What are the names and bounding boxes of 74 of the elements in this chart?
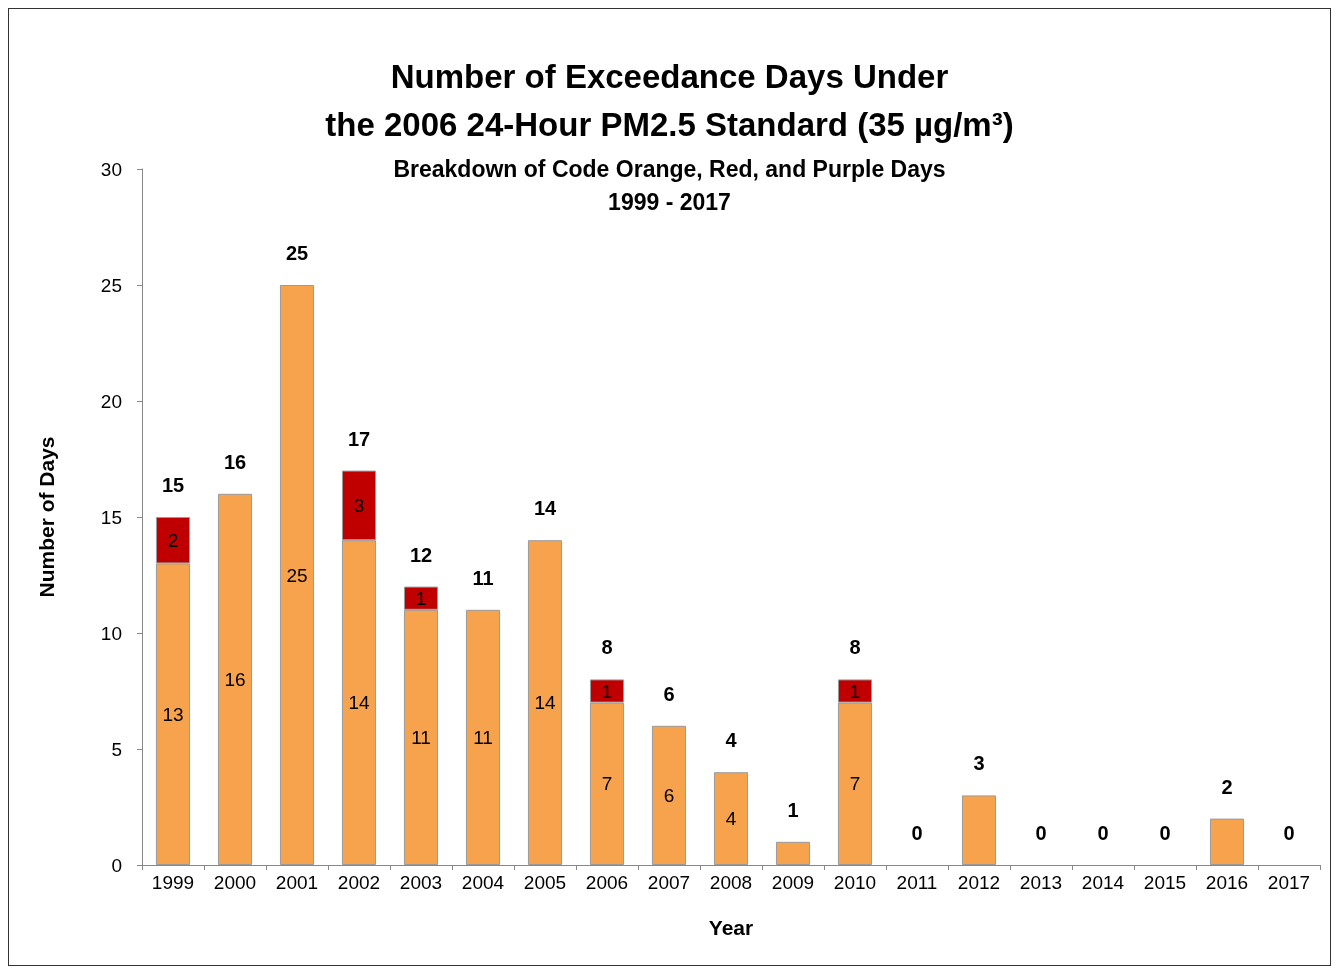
data-label: 1 — [849, 680, 861, 702]
x-tick-label: 2008 — [709, 872, 753, 893]
data-label: 1 — [415, 587, 427, 609]
y-tick-label: 5 — [111, 738, 122, 760]
x-tick-label: 2015 — [1143, 872, 1187, 893]
y-tick-label: 25 — [100, 274, 122, 296]
x-tick-label: 1999 — [151, 872, 195, 893]
total-label: 12 — [409, 543, 433, 566]
y-tick-label: 0 — [111, 854, 122, 876]
chart-subtitle: Breakdown of Code Orange, Red, and Purple Days 1999 - 2017 — [393, 155, 946, 215]
total-label: 0 — [1283, 822, 1295, 844]
total-label: 0 — [1035, 822, 1047, 844]
total-label: 0 — [1097, 822, 1109, 844]
x-tick-label: 2005 — [523, 872, 567, 893]
x-tick-label: 2010 — [833, 872, 877, 893]
data-label: 25 — [286, 564, 308, 586]
data-label: 13 — [162, 703, 184, 725]
data-label: 1 — [601, 680, 613, 702]
bar — [217, 493, 253, 865]
data-label: 2 — [167, 529, 179, 551]
bar — [775, 841, 811, 865]
bar — [961, 795, 997, 865]
data-label: 7 — [601, 773, 613, 795]
total-label: 3 — [973, 752, 985, 775]
y-tick-label: 20 — [100, 390, 122, 412]
x-tick-label: 2012 — [957, 872, 1001, 893]
total-label: 16 — [223, 450, 247, 473]
x-tick-label: 2011 — [896, 872, 938, 893]
total-label: 14 — [533, 497, 557, 520]
x-tick-label: 2006 — [585, 872, 629, 893]
chart-title: Number of Exceedance Days Under the 2006 24-Hour PM2.5 Standard (35 µg/m³) — [325, 57, 1014, 143]
total-label: 0 — [911, 822, 923, 844]
x-tick-label: 2009 — [771, 872, 815, 893]
x-tick-label: 2014 — [1081, 872, 1125, 893]
y-axis-title: Number of Days — [35, 436, 58, 598]
total-label: 0 — [1159, 822, 1171, 844]
x-tick-label: 2004 — [461, 872, 505, 893]
data-label: 11 — [473, 726, 493, 748]
y-tick-label: 10 — [100, 622, 122, 644]
total-label: 15 — [161, 474, 185, 496]
data-label: 11 — [411, 726, 431, 748]
bar — [527, 540, 563, 865]
y-tick-label: 15 — [100, 506, 122, 528]
x-tick-label: 2003 — [399, 872, 443, 893]
data-label: 7 — [849, 773, 861, 795]
y-tick-label: 30 — [100, 158, 122, 180]
total-label: 2 — [1221, 775, 1233, 798]
x-tick-label: 2013 — [1019, 872, 1063, 893]
x-tick-label: 2007 — [647, 872, 691, 893]
total-label: 11 — [472, 566, 494, 589]
data-label: 6 — [663, 784, 675, 806]
bar — [1209, 818, 1245, 865]
x-tick-label: 2016 — [1205, 872, 1249, 893]
total-label: 8 — [601, 636, 613, 659]
bar — [651, 725, 687, 865]
x-tick-label: 2001 — [275, 872, 319, 893]
data-label: 14 — [348, 692, 370, 714]
total-label: 6 — [663, 682, 675, 705]
data-label: 16 — [224, 668, 246, 690]
bar — [713, 772, 749, 865]
x-tick-label: 2017 — [1267, 872, 1311, 893]
total-label: 25 — [285, 242, 309, 264]
x-tick-label: 2000 — [213, 872, 257, 893]
total-label: 8 — [849, 636, 861, 659]
bar — [465, 609, 501, 865]
bar — [279, 285, 315, 865]
data-label: 4 — [725, 808, 737, 830]
total-label: 4 — [725, 729, 738, 752]
x-tick-label: 2002 — [337, 872, 381, 893]
data-label: 3 — [353, 494, 365, 516]
total-label: 1 — [787, 798, 799, 821]
total-label: 17 — [347, 427, 371, 450]
x-axis-title: Year — [708, 916, 754, 939]
data-label: 14 — [534, 692, 556, 714]
